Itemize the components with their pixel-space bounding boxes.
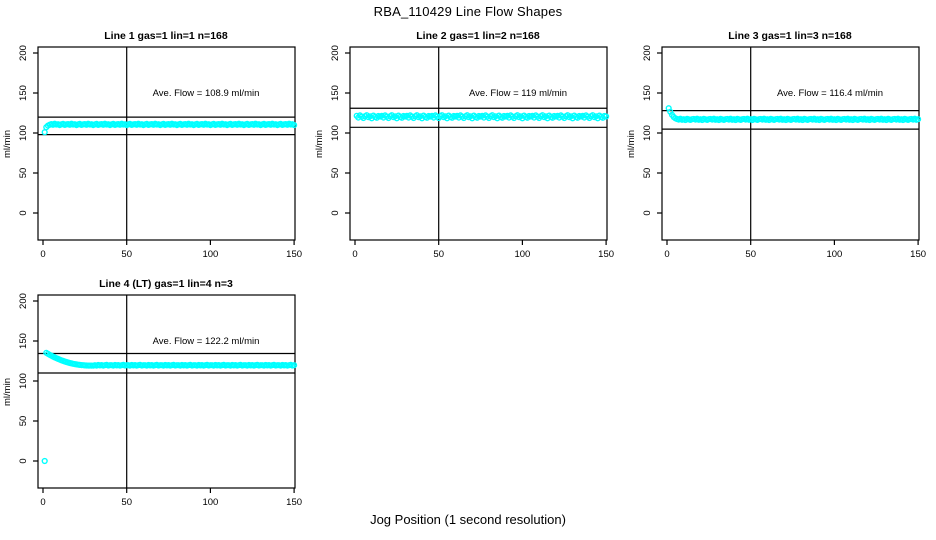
y-axis-label: ml/min bbox=[626, 130, 637, 158]
panel-title: Line 1 gas=1 lin=1 n=168 bbox=[104, 30, 228, 42]
x-tick-label: 0 bbox=[664, 249, 669, 260]
y-tick-label: 150 bbox=[330, 85, 341, 101]
x-tick-label: 150 bbox=[910, 249, 926, 260]
panel-line-4: Line 4 (LT) gas=1 lin=4 n=3 0 50 100 150 0 50 1… bbox=[0, 276, 312, 514]
ave-flow-annotation: Ave. Flow = 116.4 ml/min bbox=[777, 88, 883, 99]
data-point bbox=[41, 457, 48, 465]
y-tick-label: 100 bbox=[330, 125, 341, 141]
panel-title: Line 2 gas=1 lin=2 n=168 bbox=[416, 30, 540, 42]
data-point bbox=[41, 129, 48, 136]
x-tick-label: 100 bbox=[202, 497, 218, 508]
plot-box bbox=[37, 294, 296, 489]
y-tick-label: 100 bbox=[18, 373, 29, 389]
y-tick-label: 200 bbox=[18, 45, 29, 61]
y-tick-label: 200 bbox=[330, 45, 341, 61]
x-tick-label: 50 bbox=[745, 249, 756, 260]
x-tick-label: 150 bbox=[286, 497, 302, 508]
data-point bbox=[603, 113, 610, 120]
ave-flow-annotation: Ave. Flow = 108.9 ml/min bbox=[153, 88, 260, 99]
ave-flow-annotation: Ave. Flow = 122.2 ml/min bbox=[153, 336, 260, 347]
plot-svg-2: Line 3 gas=1 lin=3 n=168 0 50 100 150 0 50 100 1… bbox=[626, 30, 926, 260]
plot-svg-1: Line 2 gas=1 lin=2 n=168 0 50 100 150 0 50 100 1… bbox=[314, 30, 614, 260]
data-points bbox=[41, 349, 298, 465]
y-tick-label: 150 bbox=[642, 85, 653, 101]
x-tick-label: 0 bbox=[352, 249, 357, 260]
data-points bbox=[41, 120, 298, 136]
x-tick-label: 150 bbox=[286, 249, 302, 260]
x-tick-label: 100 bbox=[202, 249, 218, 260]
plot-box bbox=[349, 46, 608, 241]
x-axis-label: Jog Position (1 second resolution) bbox=[370, 512, 566, 527]
y-tick-label: 0 bbox=[642, 210, 653, 215]
x-tick-label: 100 bbox=[514, 249, 530, 260]
x-tick-label: 150 bbox=[598, 249, 614, 260]
panel-title: Line 4 (LT) gas=1 lin=4 n=3 bbox=[99, 278, 233, 290]
y-tick-label: 0 bbox=[330, 210, 341, 215]
panel-title: Line 3 gas=1 lin=3 n=168 bbox=[728, 30, 852, 42]
ave-flow-annotation: Ave. Flow = 119 ml/min bbox=[469, 88, 567, 99]
main-title: RBA_110429 Line Flow Shapes bbox=[373, 4, 563, 19]
y-axis-label: ml/min bbox=[2, 130, 13, 158]
data-points bbox=[665, 105, 922, 124]
x-tick-label: 0 bbox=[40, 497, 45, 508]
x-tick-label: 0 bbox=[40, 249, 45, 260]
y-tick-label: 100 bbox=[642, 125, 653, 141]
x-tick-label: 50 bbox=[121, 249, 132, 260]
data-point bbox=[915, 116, 922, 123]
data-points bbox=[353, 112, 610, 122]
x-tick-label: 50 bbox=[433, 249, 444, 260]
y-tick-label: 200 bbox=[18, 293, 29, 309]
y-axis-label: ml/min bbox=[2, 378, 13, 406]
x-tick-label: 50 bbox=[121, 497, 132, 508]
panel-line-3: Line 3 gas=1 lin=3 n=168 0 50 100 150 0 50 100 1… bbox=[624, 28, 936, 266]
y-tick-label: 150 bbox=[18, 85, 29, 101]
y-tick-label: 50 bbox=[642, 168, 653, 179]
data-point bbox=[291, 362, 298, 369]
y-tick-label: 0 bbox=[18, 210, 29, 215]
plot-box bbox=[37, 46, 296, 241]
y-tick-label: 0 bbox=[18, 458, 29, 463]
y-tick-label: 100 bbox=[18, 125, 29, 141]
panel-line-1: Line 1 gas=1 lin=1 n=168 0 50 100 150 0 50 100 1… bbox=[0, 28, 312, 266]
y-tick-label: 50 bbox=[18, 168, 29, 179]
x-tick-label: 100 bbox=[826, 249, 842, 260]
plot-box bbox=[661, 46, 920, 241]
panel-line-2: Line 2 gas=1 lin=2 n=168 0 50 100 150 0 50 100 1… bbox=[312, 28, 624, 266]
y-tick-label: 150 bbox=[18, 333, 29, 349]
y-tick-label: 200 bbox=[642, 45, 653, 61]
plot-svg-3: Line 4 (LT) gas=1 lin=4 n=3 0 50 100 150 0 50 1… bbox=[2, 278, 302, 508]
y-axis-label: ml/min bbox=[314, 130, 325, 158]
data-point bbox=[291, 121, 298, 129]
y-tick-label: 50 bbox=[18, 416, 29, 427]
y-tick-label: 50 bbox=[330, 168, 341, 179]
plot-svg-0: Line 1 gas=1 lin=1 n=168 0 50 100 150 0 50 100 1… bbox=[2, 30, 302, 260]
